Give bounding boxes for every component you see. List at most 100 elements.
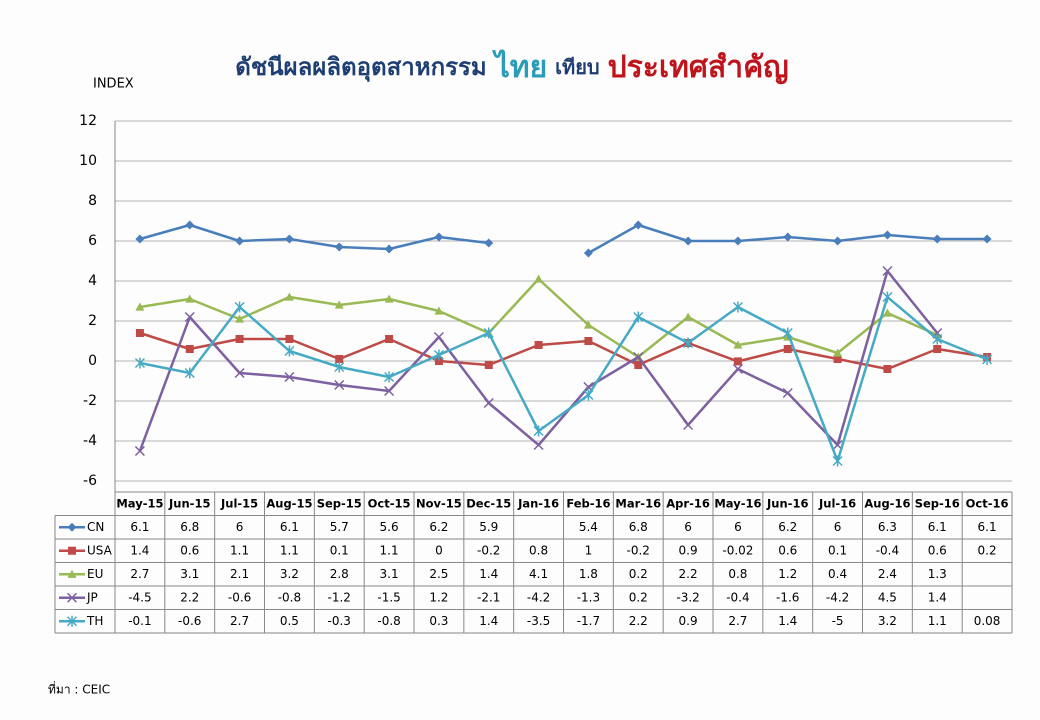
table-cell: 0.6	[928, 543, 947, 557]
marker	[384, 294, 394, 303]
marker	[184, 311, 195, 323]
y-tick-label: 2	[88, 313, 97, 329]
marker	[882, 230, 892, 240]
x-tick-label: Nov-15	[416, 496, 462, 510]
table-cell: 2.2	[679, 567, 698, 581]
legend-label: CN	[87, 520, 104, 534]
x-tick-label: Apr-16	[666, 496, 710, 510]
table-cell: 4.1	[529, 567, 548, 581]
marker	[433, 349, 444, 361]
table-cell: -1.2	[328, 590, 351, 604]
marker	[583, 248, 593, 258]
table-cell: -5	[832, 614, 844, 628]
legend-label: JP	[86, 590, 98, 604]
marker	[484, 361, 493, 369]
marker	[484, 238, 494, 248]
x-tick-label: May-15	[116, 496, 163, 510]
table-cell: 2.8	[330, 567, 349, 581]
marker	[733, 340, 743, 349]
marker	[235, 314, 245, 323]
x-tick-label: Feb-16	[566, 496, 610, 510]
table-cell: 0.9	[679, 543, 698, 557]
marker	[285, 335, 294, 343]
marker	[584, 337, 593, 345]
marker	[185, 220, 195, 230]
marker	[683, 337, 694, 349]
marker	[633, 351, 644, 363]
table-cell: 2.7	[230, 614, 249, 628]
x-tick-label: Aug-15	[266, 496, 312, 510]
table-cell: 4.5	[878, 590, 897, 604]
table-cell: 1.3	[928, 567, 947, 581]
x-tick-label: Jul-16	[818, 496, 856, 510]
marker	[334, 300, 344, 309]
x-tick-label: Oct-15	[368, 496, 411, 510]
x-tick-label: Oct-16	[966, 496, 1009, 510]
title-part: ประเทศสำคัญ	[608, 50, 789, 85]
marker	[783, 345, 792, 353]
table-cell: 0.1	[828, 543, 847, 557]
y-tick-label: 4	[88, 273, 97, 289]
table-cell: -0.8	[278, 590, 301, 604]
legend-marker	[66, 615, 78, 627]
marker	[683, 419, 694, 431]
legend-marker	[68, 546, 76, 555]
marker	[284, 345, 295, 357]
marker	[832, 455, 843, 467]
table-cell: 0.4	[828, 567, 847, 581]
table-cell: -1.7	[577, 614, 600, 628]
marker	[533, 425, 544, 437]
table-cell: 6.1	[928, 520, 947, 534]
y-tick-label: -4	[83, 433, 97, 449]
x-tick-label: Aug-16	[864, 496, 910, 510]
table-cell: 0.2	[629, 567, 648, 581]
series-line	[139, 295, 988, 463]
table-cell: 6.1	[130, 520, 149, 534]
marker	[334, 242, 344, 252]
table-cell: 1.4	[778, 614, 797, 628]
table-cell: -0.2	[627, 543, 650, 557]
series-line	[139, 331, 988, 371]
marker	[534, 274, 544, 283]
table-cell: -1.5	[377, 590, 400, 604]
table-cell: -0.2	[477, 543, 500, 557]
table-cell: 6.2	[429, 520, 448, 534]
x-tick-label: Jun-16	[766, 496, 808, 510]
marker	[384, 244, 394, 254]
marker	[733, 236, 743, 246]
table-cell: 0	[435, 543, 443, 557]
table-cell: 2.2	[629, 614, 648, 628]
marker	[335, 355, 344, 363]
table-cell: 1.8	[579, 567, 598, 581]
marker	[882, 308, 892, 317]
table-cell: 0.6	[778, 543, 797, 557]
marker	[882, 291, 893, 303]
marker	[833, 355, 842, 363]
chart-title: ดัชนีผลผลิตอุตสาหกรรม ไทย เทียบ ประเทศสำคัญ	[235, 49, 789, 85]
table-cell: 1.1	[230, 543, 249, 557]
table-cell: 0.2	[629, 590, 648, 604]
table-cell: 2.4	[878, 567, 897, 581]
table-cell: 0.8	[728, 567, 747, 581]
x-tick-label: Dec-15	[466, 496, 511, 510]
table-cell: -0.8	[377, 614, 400, 628]
marker	[534, 341, 543, 349]
table-cell: -4.5	[128, 590, 151, 604]
marker	[284, 292, 294, 301]
marker	[334, 361, 345, 373]
table-cell: 6.3	[878, 520, 897, 534]
table-cell: 1.1	[928, 614, 947, 628]
table-cell: 5.7	[330, 520, 349, 534]
table-cell: 2.1	[230, 567, 249, 581]
table-cell: 2.2	[180, 590, 199, 604]
table-cell: 3.1	[180, 567, 199, 581]
marker	[982, 234, 992, 244]
table-cell: 1.4	[479, 567, 498, 581]
x-tick-label: Jul-15	[220, 496, 258, 510]
table-cell: -0.02	[722, 543, 753, 557]
marker	[982, 353, 993, 365]
marker	[284, 234, 294, 244]
table-cell: 0.5	[280, 614, 299, 628]
